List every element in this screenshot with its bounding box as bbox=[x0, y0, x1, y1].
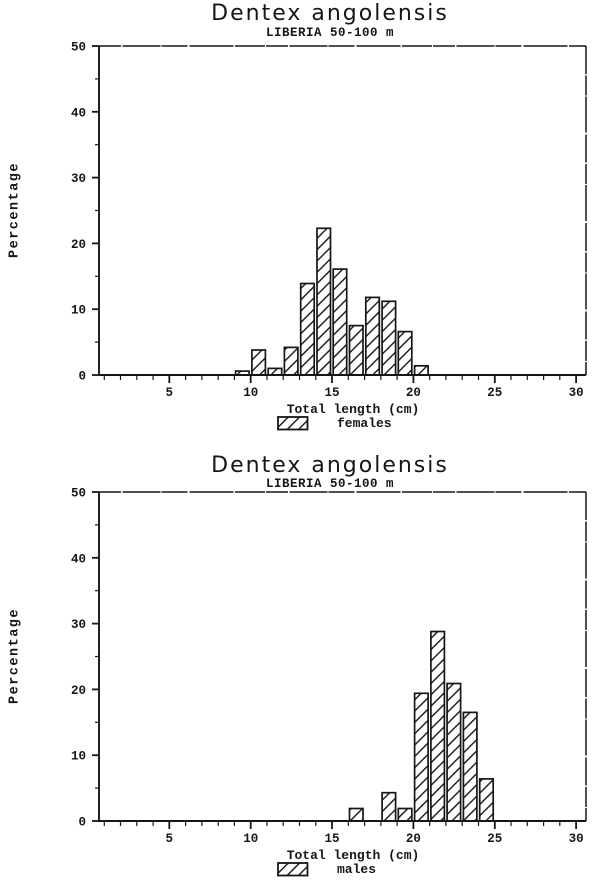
bar-males-20cm bbox=[413, 692, 429, 822]
females-histogram-plot: 0 10 20 30 40 50 5 10 15 20 25 30 bbox=[71, 41, 587, 400]
y-tick-label: 50 bbox=[71, 487, 86, 501]
bar-females-11cm bbox=[267, 367, 283, 376]
x-tick-label: 5 bbox=[166, 832, 174, 846]
bar-females-15cm bbox=[332, 268, 348, 376]
y-tick-label: 0 bbox=[78, 370, 86, 384]
x-tick-label: 10 bbox=[243, 386, 258, 400]
y-tick-label: 0 bbox=[78, 816, 86, 830]
y-tick-label: 40 bbox=[71, 106, 86, 120]
bar-males-18cm bbox=[381, 791, 397, 822]
bar-females-12cm bbox=[283, 346, 299, 376]
males-histogram-figure: Dentex angolensis LIBERIA 50-100 m Perce… bbox=[0, 446, 600, 888]
y-tick-label: 40 bbox=[71, 552, 86, 566]
bar-females-10cm bbox=[251, 349, 267, 376]
legend: males bbox=[277, 862, 376, 877]
chart-title: Dentex angolensis bbox=[211, 1, 449, 26]
y-tick-label: 30 bbox=[71, 618, 86, 632]
x-tick-label: 5 bbox=[166, 386, 174, 400]
y-tick-label: 20 bbox=[71, 684, 86, 698]
x-tick-label: 10 bbox=[243, 832, 258, 846]
chart-title: Dentex angolensis bbox=[211, 453, 449, 478]
x-tick-label: 30 bbox=[569, 832, 584, 846]
x-tick-label: 30 bbox=[569, 386, 584, 400]
x-tick-label: 25 bbox=[487, 386, 502, 400]
bar-females-20cm bbox=[413, 364, 429, 376]
bar-females-17cm bbox=[364, 296, 381, 376]
legend-label: females bbox=[337, 416, 392, 431]
bar-males-16cm bbox=[348, 807, 364, 822]
bar-females-19cm bbox=[397, 330, 413, 376]
bar-females-16cm bbox=[348, 324, 364, 376]
bar-females-18cm bbox=[381, 300, 397, 376]
y-tick-label: 30 bbox=[71, 172, 86, 186]
hatch-swatch-icon bbox=[277, 416, 309, 431]
bar-males-24cm bbox=[478, 778, 495, 822]
x-axis-label: Total length (cm) bbox=[286, 848, 420, 863]
x-tick-label: 20 bbox=[406, 386, 421, 400]
x-tick-label: 15 bbox=[324, 832, 339, 846]
y-tick-label: 20 bbox=[71, 238, 86, 252]
chart-subtitle: LIBERIA 50-100 m bbox=[265, 477, 395, 491]
y-tick-label: 10 bbox=[71, 750, 86, 764]
y-tick-label: 10 bbox=[71, 304, 86, 318]
bar-females-14cm bbox=[316, 227, 332, 376]
bar-males-23cm bbox=[462, 711, 478, 822]
bar-males-21cm bbox=[430, 630, 446, 822]
x-axis-label: Total length (cm) bbox=[286, 402, 420, 417]
legend: females bbox=[277, 416, 392, 431]
x-tick-label: 15 bbox=[324, 386, 339, 400]
bar-males-22cm bbox=[446, 682, 462, 822]
y-tick-label: 50 bbox=[71, 41, 86, 55]
males-histogram-plot: 0 10 20 30 40 50 5 10 15 20 25 30 bbox=[71, 487, 587, 846]
bar-females-13cm bbox=[299, 282, 316, 376]
females-histogram-figure: Dentex angolensis LIBERIA 50-100 m Perce… bbox=[8, 1, 587, 431]
bar-males-19cm bbox=[397, 807, 413, 822]
x-tick-label: 20 bbox=[406, 832, 421, 846]
chart-subtitle: LIBERIA 50-100 m bbox=[265, 26, 395, 40]
legend-label: males bbox=[337, 862, 377, 877]
hatch-swatch-icon bbox=[277, 862, 309, 877]
x-tick-label: 25 bbox=[487, 832, 502, 846]
